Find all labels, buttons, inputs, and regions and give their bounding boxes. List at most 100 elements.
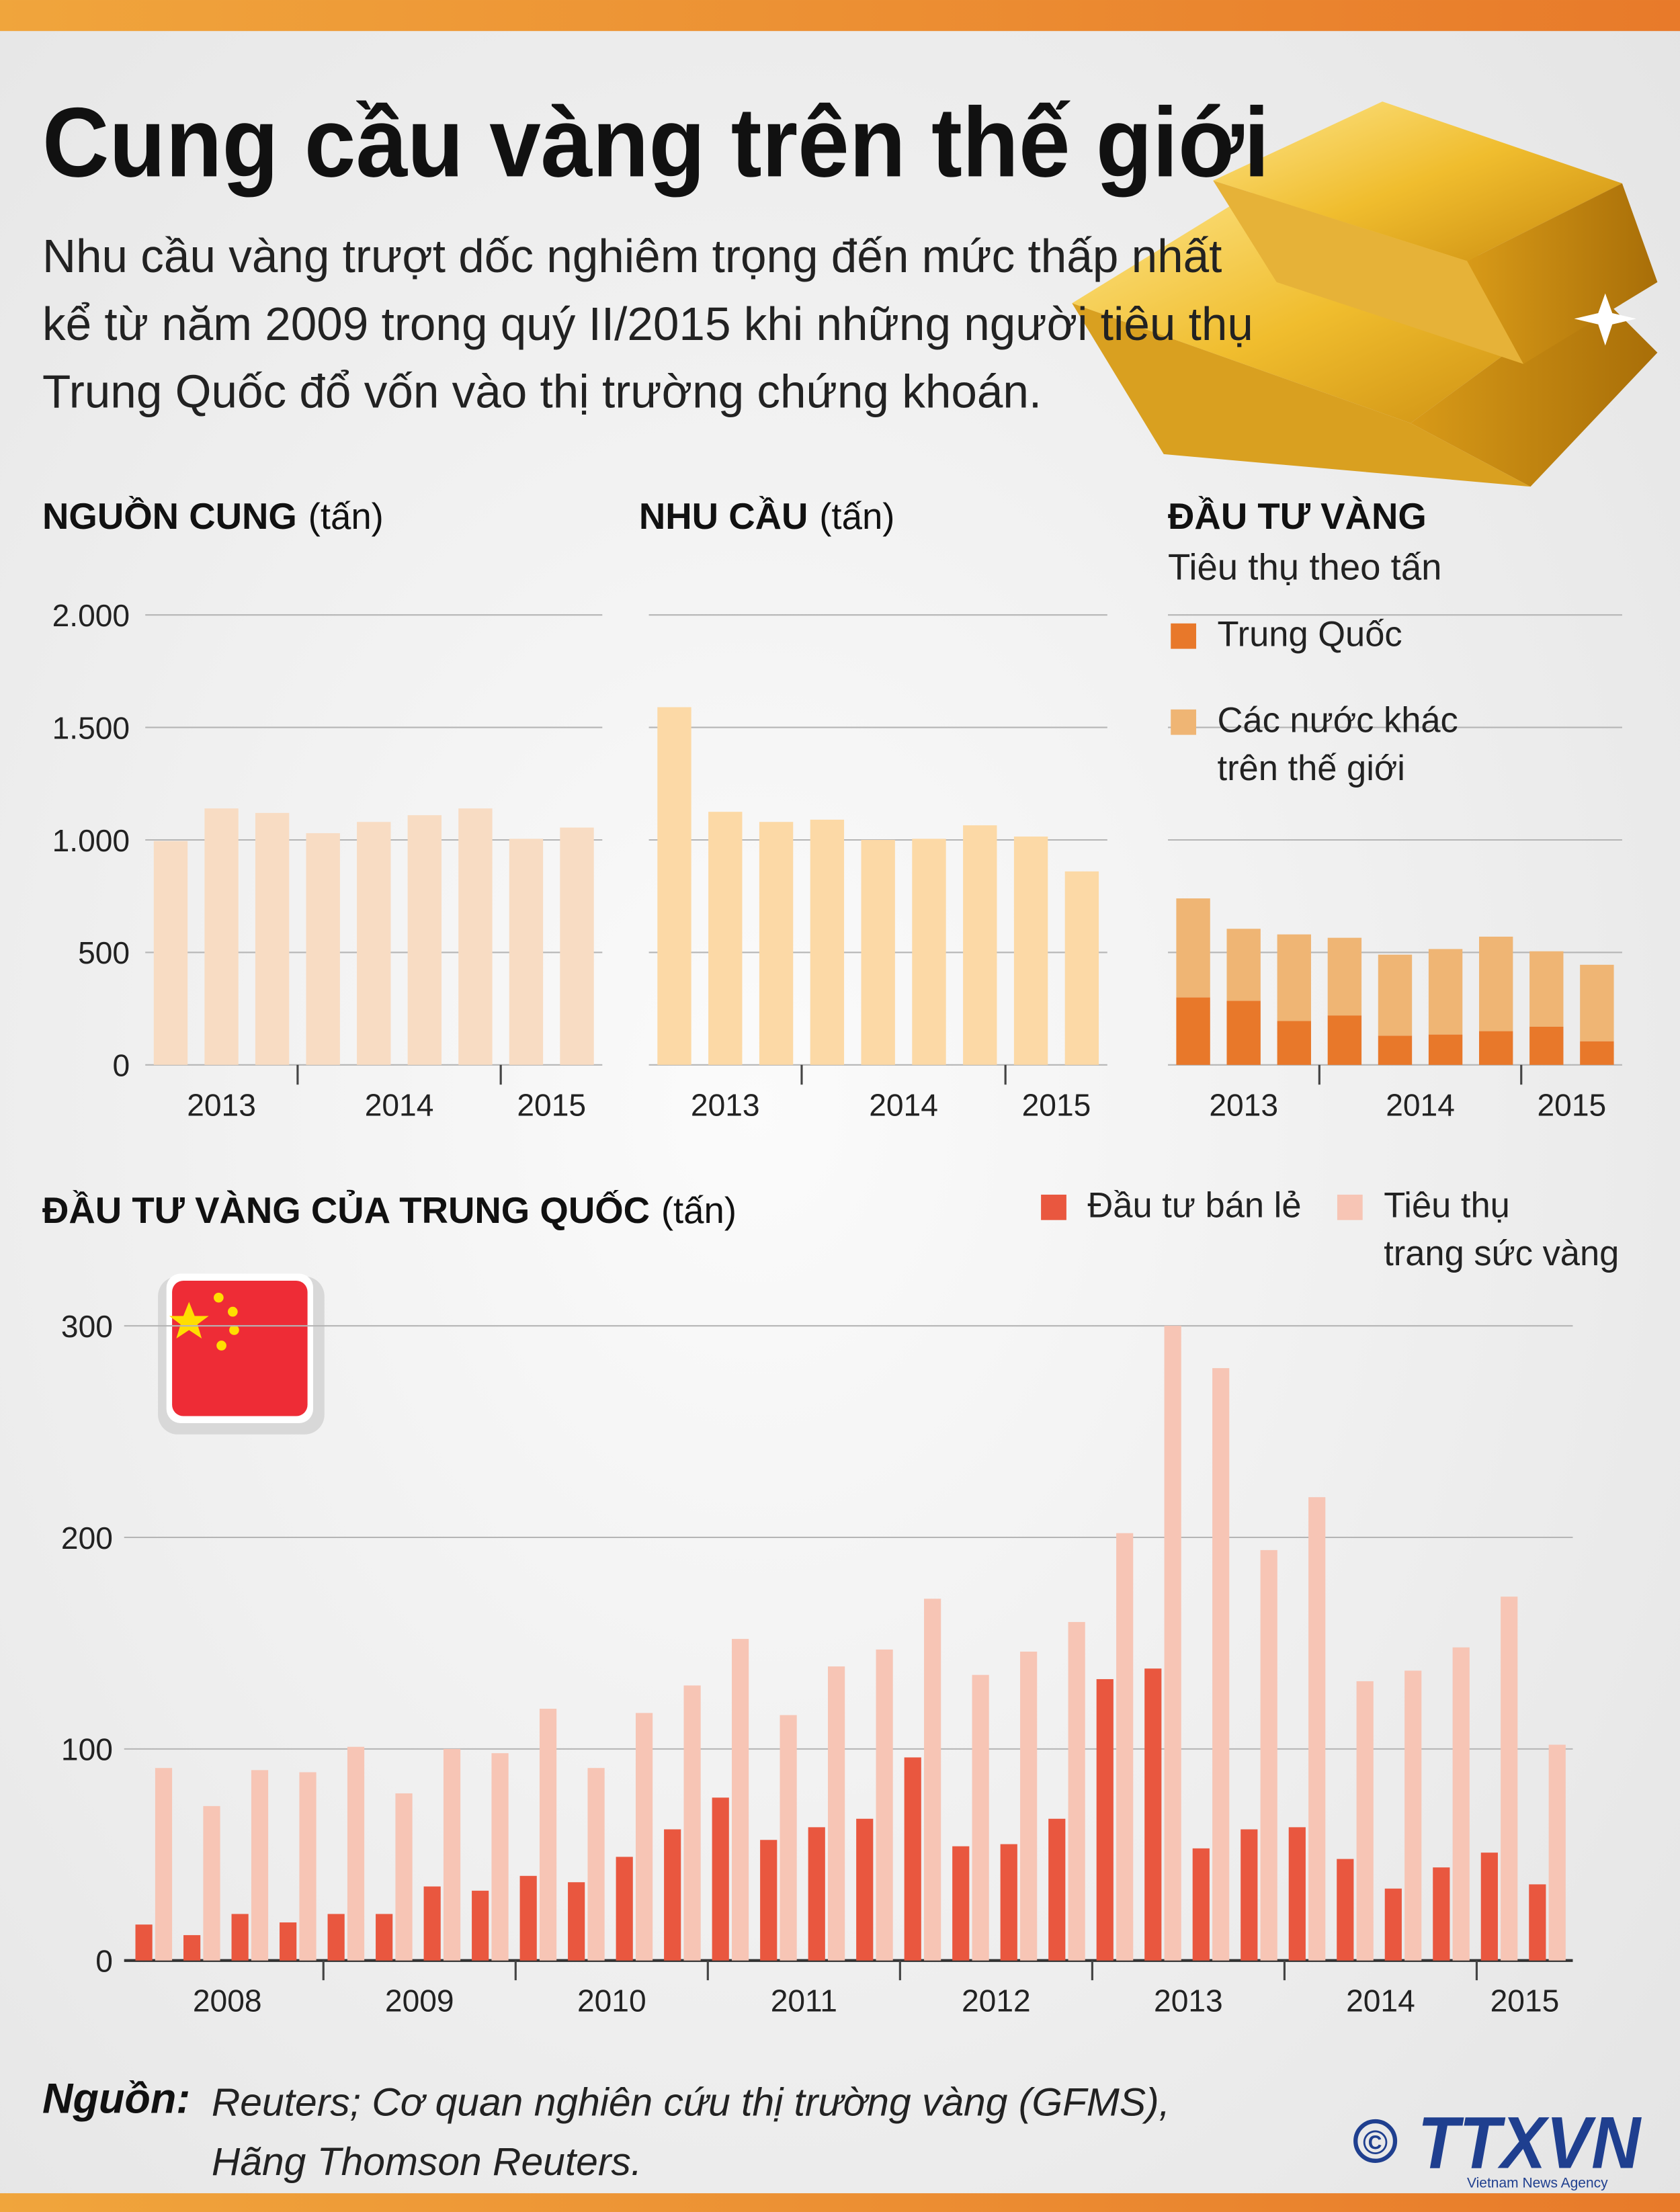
bar bbox=[808, 1827, 825, 1961]
bar bbox=[904, 1757, 921, 1961]
china-flag bbox=[158, 1273, 325, 1435]
bar bbox=[616, 1857, 633, 1961]
chart-title: NHU CẦU (tấn) bbox=[639, 496, 895, 537]
description-box: Nhu cầu vàng trượt dốc nghiêm trọng đến … bbox=[42, 230, 1253, 418]
bar bbox=[1192, 1848, 1210, 1961]
bar bbox=[251, 1770, 269, 1961]
bar bbox=[1020, 1652, 1038, 1961]
bar-segment bbox=[1327, 1015, 1362, 1065]
x-tick-label: 2010 bbox=[577, 1983, 646, 2018]
bar-segment bbox=[1529, 951, 1564, 1027]
bar bbox=[357, 822, 391, 1065]
y-tick-label: 300 bbox=[61, 1309, 113, 1344]
bar bbox=[1288, 1827, 1306, 1961]
bar bbox=[952, 1846, 970, 1961]
legend-swatch bbox=[1337, 1194, 1363, 1220]
legend-label: Trung Quốc bbox=[1217, 615, 1402, 654]
chart-title-text: NHU CẦU bbox=[639, 496, 808, 537]
bottom-band bbox=[0, 2193, 1680, 2212]
bar bbox=[568, 1882, 585, 1961]
y-tick-label: 0 bbox=[112, 1048, 130, 1083]
bar bbox=[780, 1715, 797, 1961]
bar-segment bbox=[1478, 936, 1513, 1031]
logo-name: TTXVN bbox=[1418, 2102, 1642, 2184]
description: Nhu cầu vàng trượt dốc nghiêm trọng đến … bbox=[42, 230, 1253, 418]
x-tick-label: 2013 bbox=[1209, 1087, 1278, 1122]
bar bbox=[1013, 836, 1048, 1065]
bar bbox=[306, 833, 340, 1065]
bar bbox=[1404, 1670, 1422, 1961]
chart-unit: (tấn) bbox=[308, 496, 384, 537]
bar-segment bbox=[1428, 949, 1463, 1035]
bar bbox=[963, 825, 997, 1065]
x-tick-label: 2014 bbox=[365, 1087, 434, 1122]
chart-title-text: NGUỒN CUNG bbox=[42, 496, 297, 537]
page-title: Cung cầu vàng trên thế giới bbox=[42, 87, 1269, 198]
bar bbox=[299, 1772, 317, 1961]
bar bbox=[760, 1840, 778, 1961]
chart-title: ĐẦU TƯ VÀNG CỦA TRUNG QUỐC (tấn) bbox=[42, 1190, 737, 1231]
x-tick-label: 2013 bbox=[187, 1087, 256, 1122]
legend-label: Tiêu thụ trang sức vàng bbox=[1384, 1186, 1620, 1274]
legend-label-box: Các nước khác trên thế giới bbox=[1217, 701, 1458, 789]
x-tick-label: 2014 bbox=[869, 1087, 938, 1122]
bar bbox=[539, 1709, 557, 1961]
chart-unit: (tấn) bbox=[819, 496, 894, 537]
bar-segment bbox=[1277, 934, 1311, 1021]
legend-label-box: Trung Quốc bbox=[1217, 615, 1402, 654]
chart-subtitle: Tiêu thụ theo tấn bbox=[1168, 547, 1442, 588]
bar bbox=[712, 1797, 729, 1961]
legend-swatch bbox=[1171, 709, 1197, 735]
chart-unit: (tấn) bbox=[661, 1190, 737, 1231]
chart-title-text: ĐẦU TƯ VÀNG CỦA TRUNG QUỐC bbox=[42, 1190, 650, 1231]
bar bbox=[1048, 1818, 1066, 1961]
bar bbox=[1356, 1681, 1374, 1961]
bar bbox=[1529, 1884, 1546, 1961]
bar bbox=[1144, 1668, 1162, 1961]
bar bbox=[1064, 871, 1099, 1065]
bar bbox=[635, 1713, 653, 1961]
bar bbox=[1260, 1549, 1277, 1961]
bar-segment bbox=[1378, 954, 1413, 1036]
x-tick-label: 2015 bbox=[1537, 1087, 1606, 1122]
bar-segment bbox=[1529, 1026, 1564, 1065]
x-tick-label: 2012 bbox=[962, 1983, 1031, 2018]
bar bbox=[657, 707, 691, 1065]
bar bbox=[203, 1805, 220, 1961]
bar bbox=[376, 1914, 393, 1961]
x-tick-label: 2013 bbox=[691, 1087, 760, 1122]
y-tick-label: 0 bbox=[95, 1944, 113, 1979]
legend-label-box: Đầu tư bán lẻ bbox=[1087, 1186, 1301, 1226]
source-text-box: Reuters; Cơ quan nghiên cứu thị trường v… bbox=[211, 2080, 1171, 2184]
legend-label: Các nước khác trên thế giới bbox=[1217, 701, 1458, 789]
bar bbox=[1116, 1533, 1134, 1961]
bar bbox=[683, 1685, 701, 1961]
bar bbox=[135, 1924, 153, 1961]
bar bbox=[255, 812, 290, 1065]
bar bbox=[876, 1649, 893, 1961]
bar bbox=[519, 1875, 537, 1961]
bar bbox=[204, 808, 239, 1065]
bar-segment bbox=[1277, 1021, 1311, 1065]
logo bbox=[1353, 2119, 1398, 2163]
bar bbox=[912, 839, 946, 1065]
bar bbox=[810, 819, 845, 1065]
bar bbox=[1212, 1368, 1230, 1961]
bar bbox=[153, 841, 188, 1065]
source-text: Reuters; Cơ quan nghiên cứu thị trường v… bbox=[211, 2080, 1171, 2184]
bar-segment bbox=[1176, 898, 1210, 998]
bar-segment bbox=[1478, 1031, 1513, 1065]
x-tick-label: 2009 bbox=[385, 1983, 454, 2018]
bar bbox=[664, 1829, 681, 1961]
bar bbox=[1480, 1853, 1498, 1961]
bar bbox=[395, 1793, 413, 1961]
bar bbox=[443, 1748, 461, 1961]
bar bbox=[560, 827, 594, 1065]
y-tick-label: 100 bbox=[61, 1732, 113, 1767]
bar bbox=[407, 815, 442, 1065]
y-tick-label: 2.000 bbox=[52, 598, 130, 633]
bar-segment bbox=[1428, 1034, 1463, 1065]
bar bbox=[732, 1639, 749, 1961]
bar bbox=[1337, 1859, 1354, 1961]
